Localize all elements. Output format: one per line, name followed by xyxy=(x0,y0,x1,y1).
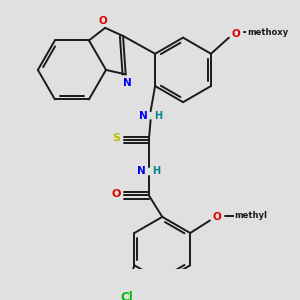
Text: O: O xyxy=(112,189,121,199)
Text: methyl: methyl xyxy=(235,212,268,220)
Text: O: O xyxy=(99,16,108,26)
Text: N: N xyxy=(137,166,146,176)
Text: N: N xyxy=(123,78,132,88)
Text: O: O xyxy=(213,212,221,222)
Text: H: H xyxy=(154,111,162,121)
Text: N: N xyxy=(139,111,148,121)
Text: methoxy: methoxy xyxy=(247,28,288,37)
Text: O: O xyxy=(232,29,241,39)
Text: H: H xyxy=(152,166,160,176)
Text: S: S xyxy=(112,133,121,143)
Text: Cl: Cl xyxy=(121,291,134,300)
